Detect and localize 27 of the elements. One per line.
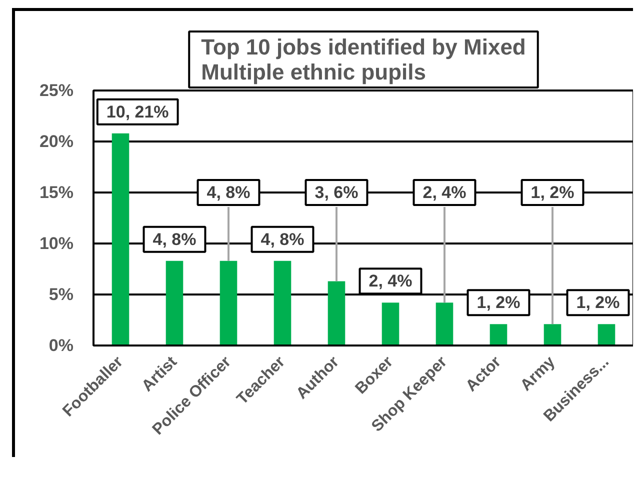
bar xyxy=(598,324,616,346)
data-label: 3, 6% xyxy=(314,183,358,202)
bar xyxy=(382,302,400,346)
y-tick-label: 5% xyxy=(48,285,74,304)
data-label: 4, 8% xyxy=(152,230,196,249)
y-tick-label: 15% xyxy=(39,183,74,202)
data-label: 4, 8% xyxy=(260,230,304,249)
y-tick-label: 20% xyxy=(39,132,74,151)
data-label: 10, 21% xyxy=(106,102,169,122)
bar xyxy=(274,260,292,346)
y-tick-label: 0% xyxy=(48,336,74,355)
bar xyxy=(436,302,454,346)
bar xyxy=(112,133,130,346)
data-label: 1, 2% xyxy=(530,183,574,202)
data-label: 1, 2% xyxy=(576,293,620,312)
data-label: 1, 2% xyxy=(476,293,520,312)
bar xyxy=(328,281,346,346)
bar xyxy=(220,260,238,346)
data-label: 2, 4% xyxy=(368,272,412,291)
bar xyxy=(544,324,562,346)
data-label: 2, 4% xyxy=(422,183,466,202)
bar xyxy=(166,260,184,346)
data-label: 4, 8% xyxy=(206,183,250,202)
bar xyxy=(490,324,508,346)
chart-title: Top 10 jobs identified by Mixed Multiple ethnic pupils xyxy=(201,34,526,84)
y-tick-label: 10% xyxy=(39,234,74,253)
y-tick-label: 25% xyxy=(39,81,74,100)
